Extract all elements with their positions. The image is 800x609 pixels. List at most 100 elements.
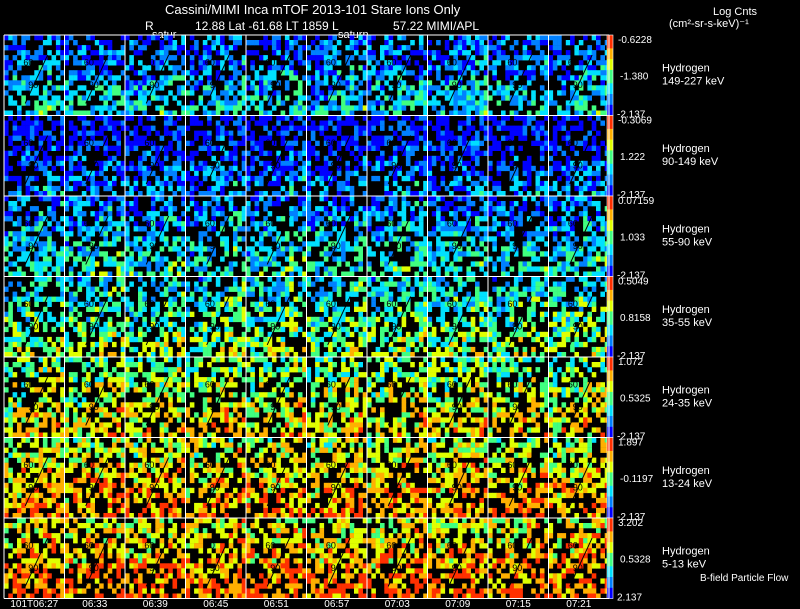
pixel-cell xyxy=(431,286,437,292)
pixel-cell xyxy=(405,281,411,287)
pixel-cell xyxy=(185,140,191,146)
pixel-cell xyxy=(68,306,74,312)
pixel-cell xyxy=(276,150,281,156)
pixel-cell xyxy=(259,105,264,111)
pixel-cell xyxy=(224,271,229,277)
pixel-cell xyxy=(349,316,355,323)
pixel-cell xyxy=(509,241,515,247)
pixel-cell xyxy=(297,115,303,121)
pixel-cell xyxy=(453,221,458,227)
pixel-cell xyxy=(526,296,532,302)
pixel-cell xyxy=(354,85,359,91)
pixel-cell xyxy=(315,321,320,328)
pixel-cell xyxy=(302,346,307,353)
pixel-cell xyxy=(457,185,463,192)
pixel-cell xyxy=(405,306,411,312)
pixel-cell xyxy=(505,75,510,81)
pixel-cell xyxy=(414,346,420,353)
pixel-cell xyxy=(55,261,61,267)
pixel-cell xyxy=(241,175,247,182)
pixel-cell xyxy=(38,145,44,151)
pixel-cell xyxy=(120,160,126,167)
pixel-cell xyxy=(211,226,216,232)
pixel-cell xyxy=(578,165,584,172)
pixel-cell xyxy=(328,65,333,71)
pixel-cell xyxy=(112,341,117,348)
pixel-cell xyxy=(8,311,13,317)
pixel-cell xyxy=(336,281,342,287)
pixel-cell xyxy=(518,266,523,272)
pixel-cell xyxy=(423,120,428,126)
pixel-cell xyxy=(116,231,121,237)
pixel-cell xyxy=(211,311,216,317)
pixel-cell xyxy=(483,135,489,141)
pixel-cell xyxy=(17,206,22,212)
pixel-cell xyxy=(297,45,303,51)
pixel-cell xyxy=(250,256,255,262)
pixel-cell xyxy=(431,55,437,61)
pixel-cell xyxy=(418,95,424,101)
pixel-cell xyxy=(12,231,18,237)
pixel-cell xyxy=(138,261,143,267)
pixel-cell xyxy=(539,55,545,61)
pixel-cell xyxy=(362,301,368,307)
pixel-cell xyxy=(8,165,13,172)
pixel-cell xyxy=(17,65,22,71)
pixel-cell xyxy=(457,306,463,312)
pixel-cell xyxy=(302,196,307,202)
pixel-cell xyxy=(155,231,160,237)
pixel-cell xyxy=(55,296,61,302)
pixel-cell xyxy=(444,271,450,277)
pixel-cell xyxy=(73,180,78,187)
pixel-cell xyxy=(397,125,402,131)
pixel-cell xyxy=(176,180,182,187)
pixel-cell xyxy=(29,241,35,247)
pixel-cell xyxy=(414,306,420,312)
pixel-cell xyxy=(444,226,450,232)
pixel-cell xyxy=(276,251,281,257)
pixel-cell xyxy=(418,301,424,307)
pixel-cell xyxy=(488,211,493,217)
pixel-cell xyxy=(60,352,65,358)
pixel-cell xyxy=(77,226,83,232)
pixel-cell xyxy=(289,321,294,328)
pixel-cell xyxy=(202,311,208,317)
pixel-cell xyxy=(228,306,234,312)
pixel-cell xyxy=(34,341,39,348)
pixel-cell xyxy=(483,60,489,66)
pixel-cell xyxy=(509,231,515,237)
pixel-cell xyxy=(12,206,18,212)
pixel-cell xyxy=(202,85,208,91)
pixel-cell xyxy=(522,50,528,56)
pixel-cell xyxy=(427,352,433,358)
pixel-cell xyxy=(600,65,605,71)
pixel-cell xyxy=(271,175,277,182)
pixel-cell xyxy=(233,301,238,307)
pixel-cell xyxy=(55,266,61,272)
pixel-cell xyxy=(280,291,286,297)
pixel-cell xyxy=(189,346,195,353)
pixel-cell xyxy=(596,266,601,272)
pixel-cell xyxy=(289,261,294,267)
pixel-cell xyxy=(241,236,247,242)
pixel-cell xyxy=(358,40,363,46)
pixel-cell xyxy=(345,55,350,61)
pixel-cell xyxy=(466,201,471,207)
pixel-cell xyxy=(271,90,277,96)
pixel-cell xyxy=(462,331,467,338)
pixel-cell xyxy=(4,110,9,116)
pixel-cell xyxy=(453,60,458,66)
pixel-cell xyxy=(250,145,255,151)
pixel-cell xyxy=(505,35,510,41)
pixel-cell xyxy=(362,50,368,56)
pixel-cell xyxy=(423,170,428,177)
pixel-cell xyxy=(86,286,91,292)
pixel-cell xyxy=(129,271,134,277)
pixel-cell xyxy=(513,40,519,46)
pixel-cell xyxy=(513,276,519,282)
pixel-cell xyxy=(323,50,329,56)
pixel-cell xyxy=(254,336,260,343)
pixel-cell xyxy=(531,211,536,217)
pixel-cell xyxy=(202,216,208,222)
pixel-cell xyxy=(163,165,169,172)
